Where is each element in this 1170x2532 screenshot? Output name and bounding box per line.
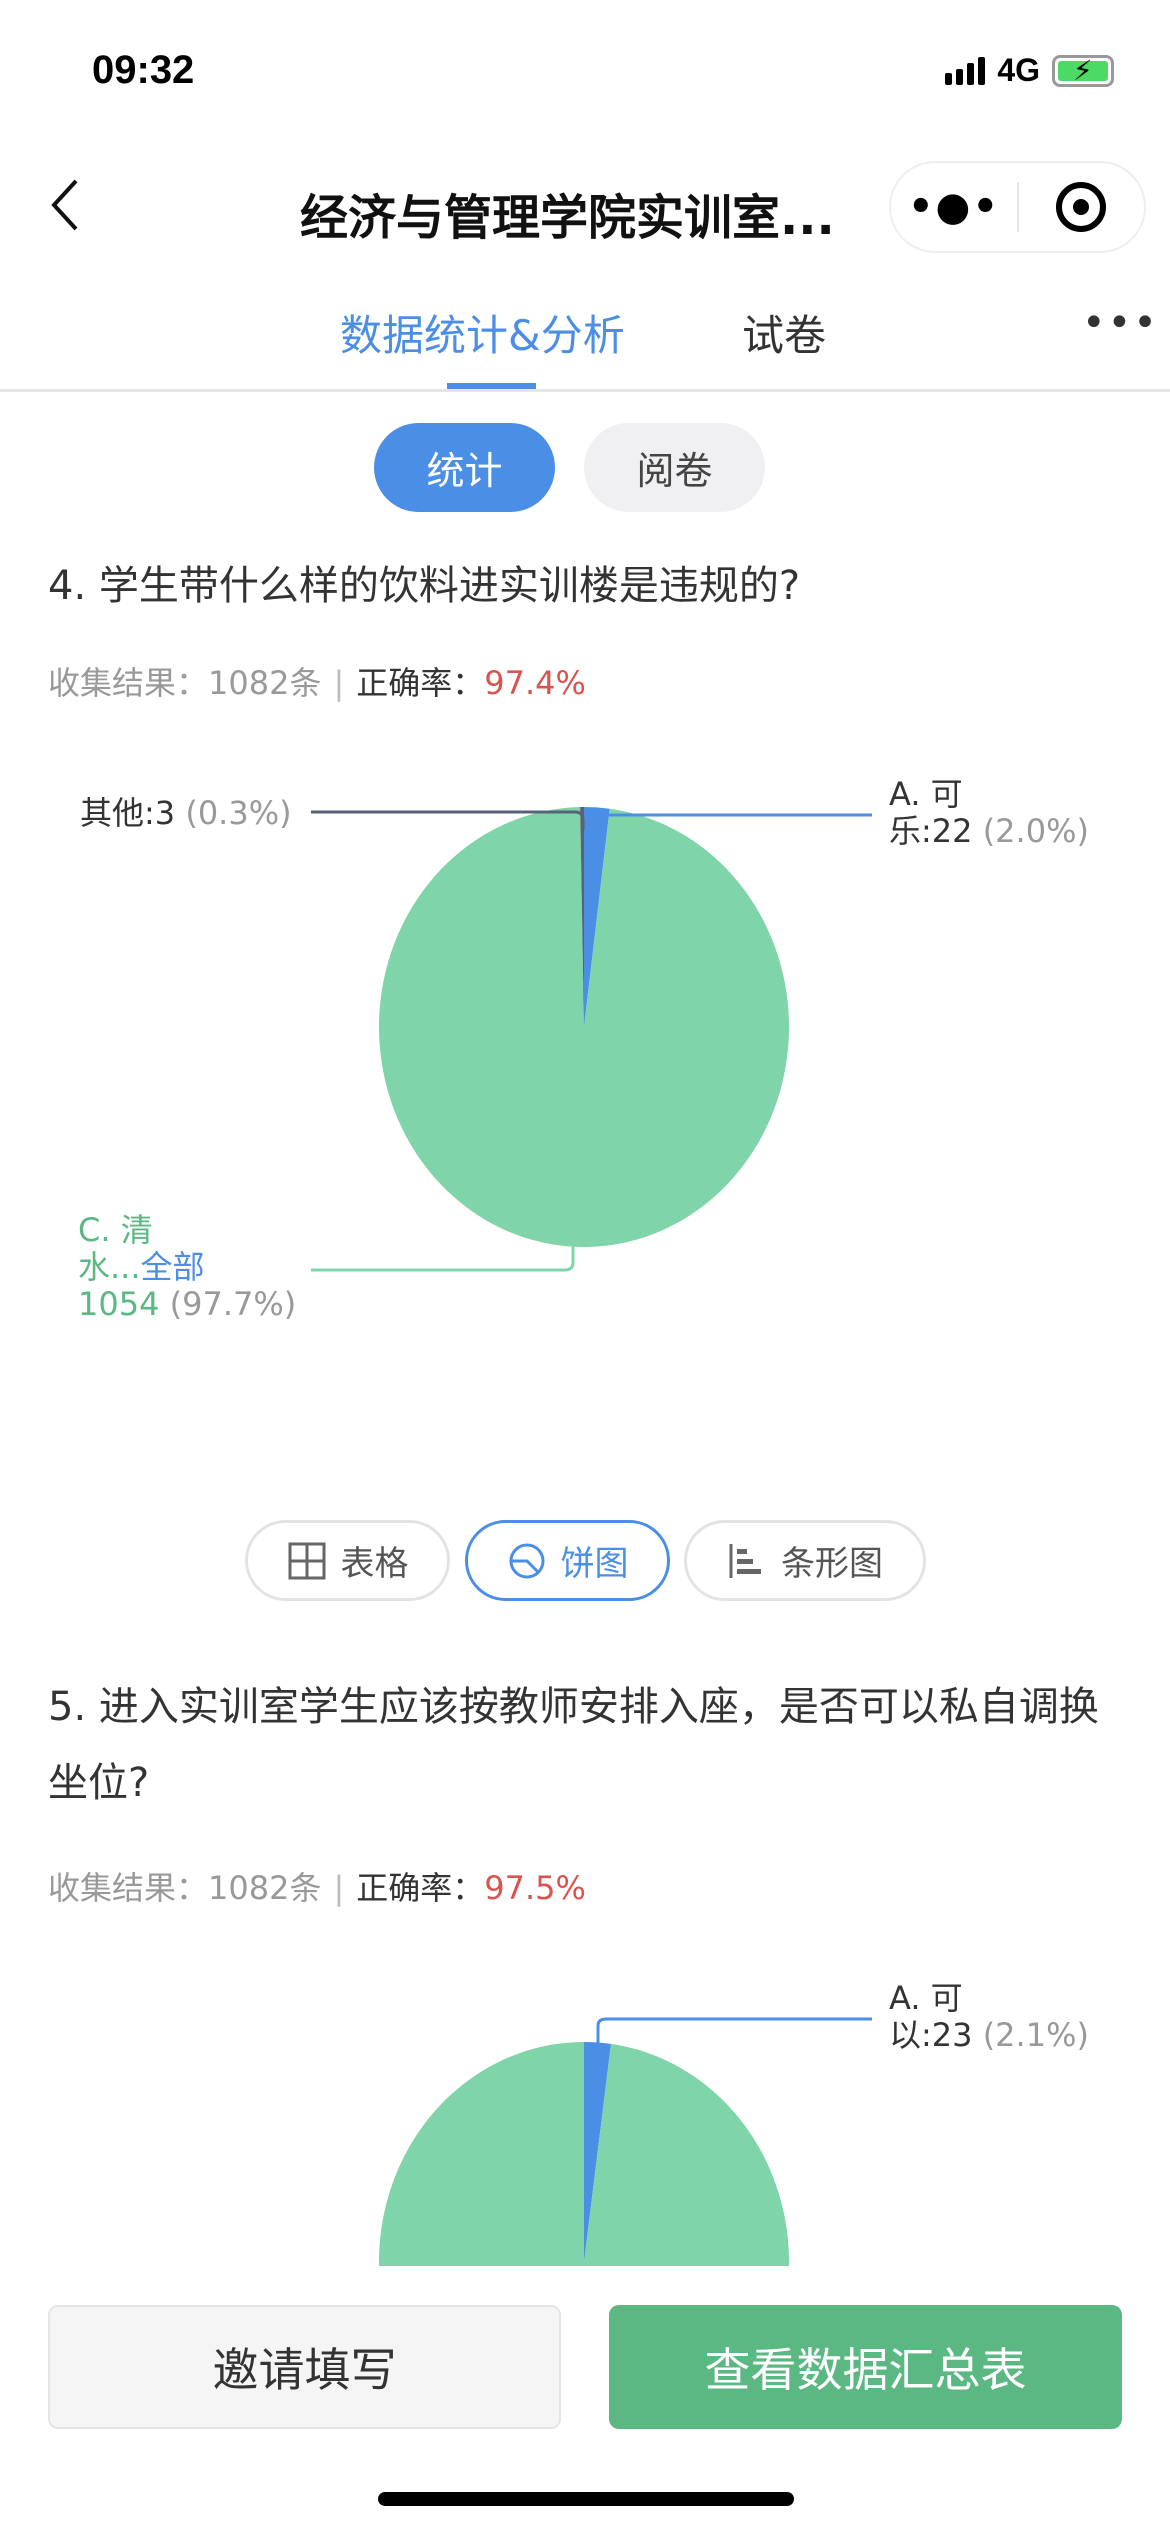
page-title: 经济与管理学院实训室... <box>300 190 835 246</box>
signal-icon <box>945 56 986 85</box>
question-stats: 收集结果：1082条 | 正确率：97.4% <box>48 664 586 702</box>
home-indicator <box>378 2492 794 2506</box>
invite-button[interactable]: 邀请填写 <box>48 2305 561 2429</box>
collected-label: 收集结果： <box>48 1869 209 1907</box>
pie-label-other: 其他:3 (0.3%) <box>80 794 292 832</box>
pie-label-a: A. 可 以:23 (2.1%) <box>889 1979 1089 2054</box>
leader-line-a <box>596 2017 872 2046</box>
tab-divider <box>0 389 1170 392</box>
pie-slice <box>584 807 610 1027</box>
network-type: 4G <box>997 52 1040 88</box>
segment-review[interactable]: 阅卷 <box>584 423 765 512</box>
chart-switch-label: 表格 <box>340 1544 409 1584</box>
rate-label: 正确率： <box>356 664 485 702</box>
pie-label-c: C. 清 水...全部 1054 (97.7%) <box>78 1211 297 1323</box>
leader-line-other <box>311 810 585 830</box>
chart-switch-label: 条形图 <box>781 1544 883 1584</box>
collected-value: 1082条 <box>208 664 322 702</box>
more-dots-icon[interactable]: •●• <box>907 184 1001 230</box>
collected-value: 1082条 <box>208 1869 322 1907</box>
question-stats: 收集结果：1082条 | 正确率：97.5% <box>48 1869 586 1907</box>
rate-label: 正确率： <box>356 1869 485 1907</box>
tab-active-indicator <box>447 383 536 389</box>
status-time: 09:32 <box>92 48 195 92</box>
collected-label: 收集结果： <box>48 664 209 702</box>
leader-line-a <box>595 813 872 838</box>
chart-switch-pie[interactable]: 饼图 <box>465 1520 670 1601</box>
chart-switch-label: 饼图 <box>560 1544 629 1584</box>
battery-charging-icon: ⚡ <box>1052 54 1114 87</box>
tab-exam[interactable]: 试卷 <box>742 311 827 360</box>
leader-line-c <box>311 1246 575 1272</box>
tab-statistics[interactable]: 数据统计&分析 <box>340 311 625 360</box>
pie-label-a: A. 可 乐:22 (2.0%) <box>889 775 1089 850</box>
chart-switch-table[interactable]: 表格 <box>245 1520 450 1601</box>
pie-slice <box>580 807 584 1027</box>
rate-value: 97.5% <box>484 1869 586 1907</box>
pie-slice <box>379 807 790 1247</box>
segment-statistics[interactable]: 统计 <box>374 423 555 512</box>
bar-chart-icon <box>729 1543 761 1578</box>
chevron-left-icon[interactable] <box>48 175 82 245</box>
target-icon <box>1056 182 1107 232</box>
mini-program-capsule: •●• <box>889 161 1146 253</box>
rate-value: 97.4% <box>484 664 586 702</box>
pie-chart-icon <box>509 1543 544 1578</box>
close-button[interactable] <box>1019 182 1144 232</box>
question-title: 4. 学生带什么样的饮料进实训楼是违规的? <box>48 563 801 609</box>
capsule-divider <box>1017 182 1019 232</box>
view-summary-button[interactable]: 查看数据汇总表 <box>609 2305 1122 2429</box>
table-icon <box>288 1542 325 1579</box>
pie-chart-q4 <box>311 807 872 1272</box>
chart-switch-bar[interactable]: 条形图 <box>684 1520 926 1601</box>
status-icons: 4G ⚡ <box>945 52 1114 89</box>
more-icon[interactable]: ••• <box>1082 300 1159 346</box>
pie-slice <box>584 2042 611 2262</box>
question-title: 5. 进入实训室学生应该按教师安排入座，是否可以私自调换坐位? <box>48 1684 1099 1806</box>
